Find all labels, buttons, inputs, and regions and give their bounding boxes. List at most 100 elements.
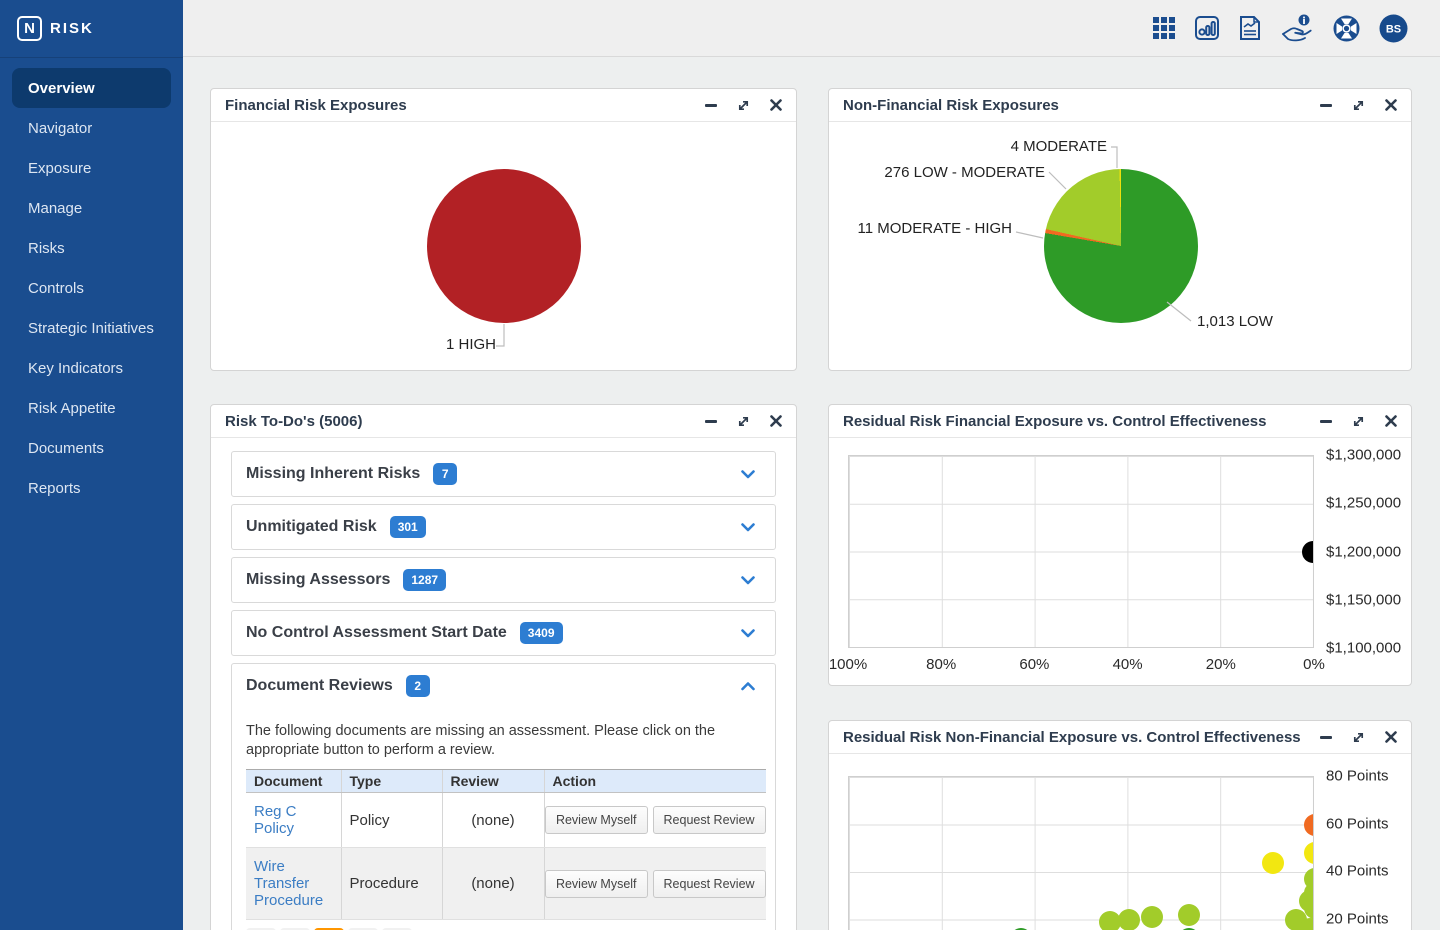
help-ring-icon[interactable] bbox=[1332, 14, 1361, 43]
chevron-up-icon bbox=[741, 681, 755, 691]
accordion-title: Unmitigated Risk bbox=[246, 518, 377, 535]
close-icon[interactable] bbox=[770, 99, 782, 111]
non-financial-pie-chart[interactable] bbox=[1044, 169, 1198, 323]
table-header-row: Document Type Review Action bbox=[246, 769, 766, 793]
document-reviews-content: The following documents are missing an a… bbox=[232, 708, 775, 930]
sidebar-item-key-indicators[interactable]: Key Indicators bbox=[28, 359, 124, 377]
close-icon[interactable] bbox=[1385, 731, 1397, 743]
accordion-header[interactable]: Missing Inherent Risks 7 bbox=[232, 452, 775, 496]
sidebar-item-navigator[interactable]: Navigator bbox=[28, 119, 93, 137]
document-link[interactable]: Reg C Policy bbox=[254, 803, 297, 837]
document-reviews-description: The following documents are missing an a… bbox=[246, 723, 716, 758]
accordion-missing-inherent-risks: Missing Inherent Risks 7 bbox=[231, 451, 776, 497]
sidebar-item-overview[interactable]: Overview bbox=[12, 68, 171, 108]
scatter-point-moderate bbox=[1262, 851, 1285, 874]
chevron-down-icon bbox=[741, 628, 755, 638]
sidebar-item-documents[interactable]: Documents bbox=[28, 439, 104, 457]
chevron-down-icon bbox=[741, 575, 755, 585]
panel-title: Financial Risk Exposures bbox=[225, 96, 407, 114]
panel-title: Residual Risk Financial Exposure vs. Con… bbox=[843, 412, 1267, 430]
y-axis-label: 20 Points bbox=[1326, 910, 1389, 927]
user-avatar[interactable]: BS bbox=[1379, 14, 1408, 43]
expand-icon[interactable] bbox=[1352, 99, 1365, 112]
panel-header: Residual Risk Financial Exposure vs. Con… bbox=[829, 405, 1411, 438]
sidebar-item-risk-appetite[interactable]: Risk Appetite bbox=[28, 399, 116, 417]
close-icon[interactable] bbox=[770, 415, 782, 427]
document-type: Policy bbox=[340, 792, 442, 848]
accordion-title: Missing Inherent Risks bbox=[246, 465, 421, 482]
review-myself-button[interactable]: Review Myself bbox=[544, 869, 648, 898]
financial-scatter-plot[interactable] bbox=[848, 455, 1314, 648]
request-review-button[interactable]: Request Review bbox=[652, 869, 766, 898]
y-axis-label: 60 Points bbox=[1326, 815, 1389, 832]
column-header-type: Type bbox=[340, 769, 442, 793]
chevron-down-icon bbox=[741, 522, 755, 532]
panel-header: Non-Financial Risk Exposures bbox=[829, 89, 1411, 122]
document-reviews-table: Document Type Review Action Reg C Policy… bbox=[246, 769, 766, 920]
table-row: Wire Transfer Procedure Procedure (none)… bbox=[246, 847, 766, 920]
scatter-point-low bbox=[1010, 927, 1033, 930]
panel-title: Risk To-Do's (5006) bbox=[225, 412, 363, 430]
count-badge: 301 bbox=[389, 516, 426, 538]
sidebar-item-exposure[interactable]: Exposure bbox=[28, 159, 92, 177]
accordion-header[interactable]: No Control Assessment Start Date 3409 bbox=[232, 611, 775, 655]
hand-info-icon[interactable] bbox=[1280, 14, 1314, 42]
non-financial-scatter-plot[interactable] bbox=[848, 776, 1314, 930]
expand-icon[interactable] bbox=[1352, 731, 1365, 744]
count-badge: 2 bbox=[405, 675, 430, 697]
document-link[interactable]: Wire Transfer Procedure bbox=[254, 858, 324, 909]
minimize-icon[interactable] bbox=[705, 103, 717, 107]
expand-icon[interactable] bbox=[737, 415, 750, 428]
close-icon[interactable] bbox=[1385, 415, 1397, 427]
expand-icon[interactable] bbox=[737, 99, 750, 112]
minimize-icon[interactable] bbox=[1320, 419, 1332, 423]
request-review-button[interactable]: Request Review bbox=[652, 806, 766, 834]
first-page-button[interactable] bbox=[246, 928, 276, 930]
minimize-icon[interactable] bbox=[1320, 735, 1332, 739]
y-axis-label: $1,200,000 bbox=[1326, 543, 1402, 560]
pie-slice-label-moderate: 4 MODERATE bbox=[1010, 138, 1107, 155]
scatter-point-moderate-high bbox=[1304, 813, 1313, 836]
sidebar-item-controls[interactable]: Controls bbox=[28, 279, 84, 297]
risk-todos-panel: Risk To-Do's (5006) Missing Inherent Ris… bbox=[210, 404, 797, 930]
sidebar-nav: Overview Navigator Exposure Manage Risks… bbox=[0, 57, 183, 508]
sidebar-item-risks[interactable]: Risks bbox=[28, 239, 65, 257]
expand-icon[interactable] bbox=[1352, 415, 1365, 428]
accordion-title: No Control Assessment Start Date bbox=[246, 624, 507, 641]
sidebar-item-strategic-initiatives[interactable]: Strategic Initiatives bbox=[28, 319, 154, 337]
avatar-initials: BS bbox=[1386, 23, 1401, 35]
current-page-button[interactable]: 1 bbox=[314, 928, 344, 930]
accordion-header[interactable]: Unmitigated Risk 301 bbox=[232, 505, 775, 549]
pie-slice-label-high: 1 HIGH bbox=[446, 336, 497, 353]
scatter-point-low-moderate bbox=[1178, 903, 1201, 926]
minimize-icon[interactable] bbox=[705, 419, 717, 423]
close-icon[interactable] bbox=[1385, 99, 1397, 111]
financial-pie-chart[interactable] bbox=[427, 169, 581, 323]
minimize-icon[interactable] bbox=[1320, 103, 1332, 107]
report-icon[interactable] bbox=[1238, 15, 1262, 41]
next-page-button[interactable] bbox=[348, 928, 378, 930]
accordion-header[interactable]: Missing Assessors 1287 bbox=[232, 558, 775, 602]
x-axis-label: 80% bbox=[926, 656, 957, 673]
scatter-point-low bbox=[1178, 927, 1201, 930]
previous-page-button[interactable] bbox=[280, 928, 310, 930]
panel-title: Non-Financial Risk Exposures bbox=[843, 96, 1059, 114]
x-axis-label: 60% bbox=[1019, 656, 1050, 673]
last-page-button[interactable] bbox=[382, 928, 412, 930]
review-myself-button[interactable]: Review Myself bbox=[544, 806, 648, 834]
residual-non-financial-panel: Residual Risk Non-Financial Exposure vs.… bbox=[828, 720, 1412, 930]
bar-chart-icon[interactable] bbox=[1194, 15, 1220, 41]
column-header-review: Review bbox=[441, 769, 544, 793]
count-badge: 3409 bbox=[519, 622, 563, 644]
y-axis-label: $1,100,000 bbox=[1326, 639, 1402, 657]
apps-grid-icon[interactable] bbox=[1152, 16, 1176, 40]
accordion-header[interactable]: Document Reviews 2 bbox=[232, 664, 775, 708]
count-badge: 1287 bbox=[403, 569, 447, 591]
document-type: Procedure bbox=[340, 847, 442, 920]
scatter-point-low-moderate bbox=[1304, 868, 1313, 891]
sidebar-item-manage[interactable]: Manage bbox=[28, 199, 83, 217]
sidebar: N RISK Overview Navigator Exposure Manag… bbox=[0, 0, 183, 930]
sidebar-item-reports[interactable]: Reports bbox=[28, 479, 81, 497]
accordion-title: Document Reviews bbox=[246, 677, 393, 694]
non-financial-risk-exposures-panel: Non-Financial Risk Exposures 4 MODERATE … bbox=[828, 88, 1412, 371]
